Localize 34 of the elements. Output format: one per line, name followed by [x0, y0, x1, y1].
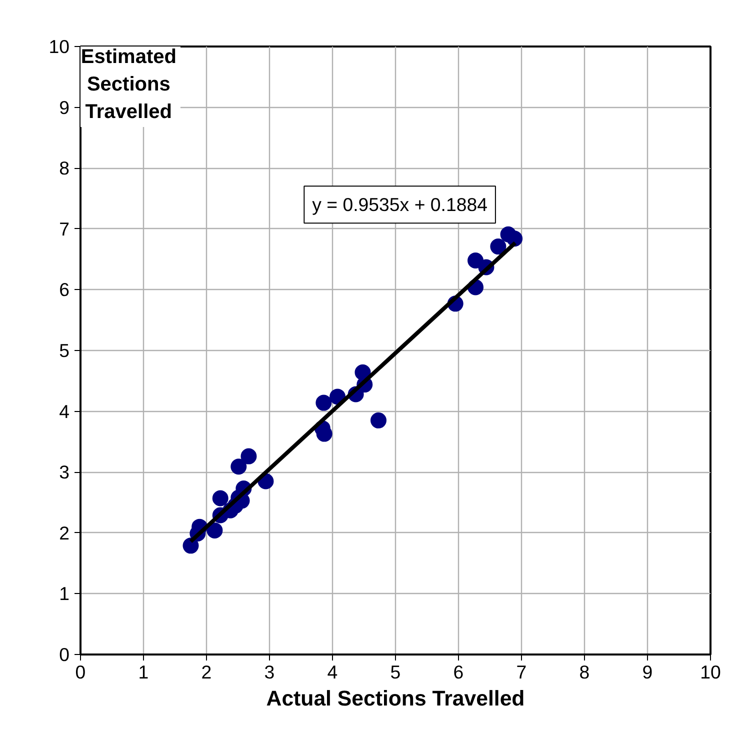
x-tick-label: 8 [579, 662, 590, 682]
x-tick-label: 7 [516, 662, 527, 682]
y-tick-label: 0 [59, 644, 70, 665]
point [316, 394, 332, 411]
x-axis-title: Actual Sections Travelled [266, 686, 525, 710]
x-tick-label: 5 [390, 662, 401, 682]
y-tick-label: 10 [48, 36, 70, 57]
x-tick-label: 2 [201, 662, 212, 682]
x-tick-label: 1 [138, 662, 149, 682]
x-tick-label: 6 [453, 662, 464, 682]
point [230, 458, 247, 475]
x-tick-label: 0 [75, 662, 86, 682]
y-tick-label: 4 [59, 400, 70, 422]
y-tick-label: 8 [59, 158, 70, 179]
x-tick-label: 9 [642, 662, 653, 682]
point [240, 448, 257, 464]
x-tick-label: 3 [264, 662, 275, 682]
point [506, 230, 523, 247]
y-tick-label: 9 [59, 96, 70, 118]
y-tick-label: 1 [59, 583, 70, 604]
y-axis-title: Estimated Sections Travelled [80, 46, 176, 123]
x-tick-label: 10 [700, 662, 721, 682]
annotation: y = 0.9535x + 0.1884 [312, 194, 488, 216]
point [490, 238, 506, 255]
y-tick-label: 6 [59, 279, 70, 300]
point [212, 490, 228, 506]
x-tick-label: 4 [327, 662, 338, 682]
y-tick-label: 5 [59, 340, 70, 361]
y-tick-label: 7 [59, 218, 70, 240]
y-tick-label: 3 [59, 462, 70, 483]
y-tick-label: 2 [59, 522, 70, 544]
point [468, 252, 484, 268]
point [370, 412, 386, 428]
point [206, 522, 223, 538]
